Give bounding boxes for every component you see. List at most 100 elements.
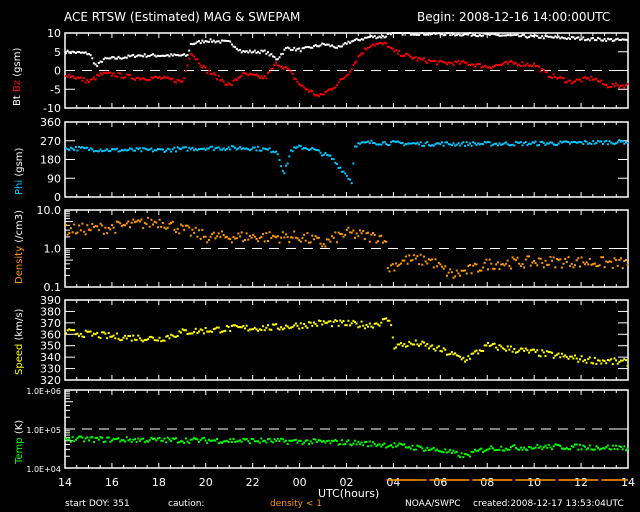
temp-point xyxy=(406,446,409,449)
speed-point xyxy=(253,326,256,329)
speed-point xyxy=(311,324,314,327)
phi-point xyxy=(122,149,125,152)
density-point xyxy=(78,224,81,227)
bz-point xyxy=(175,81,177,84)
density-point xyxy=(560,266,563,269)
speed-point xyxy=(340,321,343,324)
speed-point xyxy=(367,325,370,328)
phi-point xyxy=(188,146,191,149)
phi-point xyxy=(473,142,476,145)
temp-point xyxy=(388,444,391,447)
phi-point xyxy=(285,164,287,167)
bz-point xyxy=(386,45,389,48)
bz-point xyxy=(337,81,340,84)
density-point xyxy=(491,267,494,270)
speed-point xyxy=(510,345,512,348)
bt-point xyxy=(138,54,141,57)
bt-point xyxy=(115,57,118,60)
bt-point xyxy=(587,38,590,41)
bz-point xyxy=(368,46,371,49)
phi-point xyxy=(94,149,97,152)
temp-point xyxy=(125,436,128,439)
temp-point xyxy=(562,447,565,450)
bt-point xyxy=(349,41,352,44)
bt-point xyxy=(620,38,622,41)
speed-point xyxy=(65,332,67,335)
phi-point xyxy=(309,148,312,151)
density-point xyxy=(403,259,406,262)
density-axis-label-part: (/cm3) xyxy=(14,209,25,243)
bz-point xyxy=(291,72,294,75)
bt-point xyxy=(283,48,286,51)
density-point xyxy=(161,222,164,224)
temp-point xyxy=(470,450,473,453)
bt-point xyxy=(278,56,281,59)
density-point xyxy=(585,261,588,264)
bz-point xyxy=(76,76,79,79)
phi-point xyxy=(157,148,159,150)
bt-point xyxy=(96,65,99,68)
speed-point xyxy=(145,338,148,341)
bt-point xyxy=(89,54,92,57)
y-tick-label: -5 xyxy=(50,83,61,96)
bz-point xyxy=(610,85,613,88)
bz-point xyxy=(278,64,281,67)
density-point xyxy=(385,240,388,243)
density-point xyxy=(592,263,595,266)
speed-point xyxy=(531,348,534,351)
bz-point xyxy=(513,62,516,65)
speed-point xyxy=(536,349,539,352)
speed-point xyxy=(559,356,562,359)
speed-point xyxy=(437,345,440,348)
temp-point xyxy=(582,444,585,447)
bz-point xyxy=(271,67,274,70)
phi-point xyxy=(469,142,471,145)
temp-point xyxy=(449,448,452,451)
bz-point xyxy=(580,80,583,83)
bz-point xyxy=(526,62,529,65)
phi-point xyxy=(506,143,509,146)
density-point xyxy=(588,257,591,260)
bt-point xyxy=(559,37,562,40)
bz-point xyxy=(383,41,386,44)
temp-point xyxy=(184,437,187,440)
phi-point xyxy=(487,141,489,143)
bt-point xyxy=(86,53,89,56)
bt-point xyxy=(487,33,489,36)
speed-point xyxy=(390,324,393,327)
phi-point xyxy=(613,143,616,146)
bt-point xyxy=(360,38,363,41)
bt-point xyxy=(608,38,611,41)
temp-point xyxy=(511,445,514,448)
bt-point xyxy=(429,33,432,36)
bz-point xyxy=(613,85,616,88)
bz-point xyxy=(68,73,71,76)
density-point xyxy=(263,240,266,243)
bz-point xyxy=(138,78,141,81)
bt-point xyxy=(482,34,485,37)
bz-point xyxy=(73,77,76,79)
density-point xyxy=(321,245,324,248)
speed-point xyxy=(275,323,278,326)
speed-point xyxy=(385,317,388,320)
bz-point xyxy=(529,64,532,67)
density-point xyxy=(250,236,253,239)
bz-point xyxy=(488,66,491,69)
density-point xyxy=(224,236,227,239)
bt-point xyxy=(260,49,263,52)
temp-point xyxy=(137,437,140,440)
temp-point xyxy=(196,438,199,441)
temp-point xyxy=(245,438,248,440)
bz-point xyxy=(313,93,315,96)
bt-point xyxy=(340,45,343,48)
bz-point xyxy=(470,63,473,66)
phi-point xyxy=(577,141,580,144)
speed-point xyxy=(222,330,225,333)
phi-point xyxy=(153,149,156,152)
speed-point xyxy=(88,330,90,333)
density-point xyxy=(147,216,150,219)
bt-point xyxy=(424,33,427,36)
bz-point xyxy=(199,64,202,67)
bz-point xyxy=(490,67,493,70)
bt-point xyxy=(194,42,197,45)
